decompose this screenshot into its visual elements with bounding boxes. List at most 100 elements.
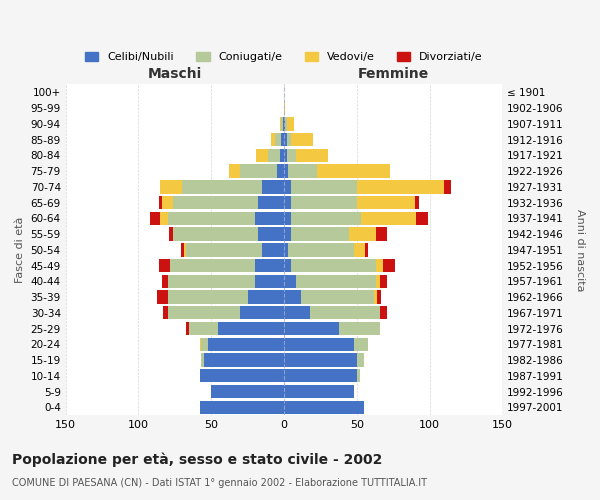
Bar xyxy=(291,212,361,225)
Bar xyxy=(268,148,280,162)
Bar xyxy=(181,243,184,256)
Bar xyxy=(167,306,241,320)
Bar xyxy=(167,274,255,288)
Bar xyxy=(380,306,388,320)
Bar xyxy=(229,164,241,178)
Bar xyxy=(173,196,258,209)
Bar xyxy=(444,180,451,194)
Bar xyxy=(255,274,284,288)
Bar xyxy=(201,354,204,366)
Bar xyxy=(200,338,201,351)
Bar xyxy=(357,180,444,194)
Bar xyxy=(357,354,364,366)
Bar xyxy=(291,133,313,146)
Bar xyxy=(187,322,190,335)
Bar xyxy=(284,133,287,146)
Bar xyxy=(376,274,380,288)
Bar xyxy=(284,243,289,256)
Bar xyxy=(255,259,284,272)
Bar xyxy=(187,243,262,256)
Bar xyxy=(284,259,291,272)
Bar xyxy=(357,196,415,209)
Bar xyxy=(283,117,284,130)
Bar xyxy=(284,354,357,366)
Bar xyxy=(284,228,291,241)
Bar xyxy=(415,196,419,209)
Bar xyxy=(284,290,301,304)
Bar xyxy=(170,259,255,272)
Bar xyxy=(284,400,364,414)
Bar xyxy=(296,274,376,288)
Bar xyxy=(159,259,170,272)
Bar xyxy=(284,322,339,335)
Bar xyxy=(160,180,182,194)
Bar xyxy=(163,306,167,320)
Bar xyxy=(354,338,368,351)
Bar xyxy=(284,196,291,209)
Bar xyxy=(287,117,294,130)
Bar xyxy=(416,212,428,225)
Bar xyxy=(287,133,291,146)
Bar xyxy=(284,274,296,288)
Bar xyxy=(200,369,284,382)
Bar xyxy=(284,164,289,178)
Bar xyxy=(248,290,284,304)
Bar xyxy=(173,228,258,241)
Bar xyxy=(258,196,284,209)
Bar xyxy=(150,212,160,225)
Bar xyxy=(284,180,291,194)
Bar xyxy=(256,148,268,162)
Bar xyxy=(204,354,284,366)
Bar xyxy=(159,196,162,209)
Bar xyxy=(284,385,354,398)
Bar xyxy=(201,338,208,351)
Bar xyxy=(376,228,388,241)
Bar xyxy=(190,322,218,335)
Bar xyxy=(167,212,255,225)
Bar xyxy=(277,164,284,178)
Bar xyxy=(284,117,286,130)
Bar xyxy=(284,212,291,225)
Bar xyxy=(284,369,357,382)
Bar xyxy=(280,117,281,130)
Bar xyxy=(157,290,167,304)
Bar xyxy=(380,274,388,288)
Bar xyxy=(291,259,376,272)
Bar xyxy=(211,385,284,398)
Bar xyxy=(262,243,284,256)
Bar xyxy=(361,212,416,225)
Legend: Celibi/Nubili, Coniugati/e, Vedovi/e, Divorziati/e: Celibi/Nubili, Coniugati/e, Vedovi/e, Di… xyxy=(80,47,487,66)
Bar xyxy=(241,164,277,178)
Bar xyxy=(280,148,284,162)
Text: Popolazione per età, sesso e stato civile - 2002: Popolazione per età, sesso e stato civil… xyxy=(12,452,382,467)
Y-axis label: Fasce di età: Fasce di età xyxy=(15,216,25,283)
Bar xyxy=(317,164,390,178)
Bar xyxy=(255,212,284,225)
Bar xyxy=(291,196,357,209)
Bar xyxy=(310,306,380,320)
Bar xyxy=(286,117,287,130)
Bar xyxy=(162,196,173,209)
Bar xyxy=(281,117,283,130)
Bar xyxy=(289,164,317,178)
Bar xyxy=(291,228,349,241)
Bar xyxy=(301,290,374,304)
Bar xyxy=(271,133,275,146)
Bar xyxy=(162,274,167,288)
Bar xyxy=(167,290,248,304)
Bar xyxy=(169,228,173,241)
Bar xyxy=(284,102,286,115)
Bar xyxy=(374,290,377,304)
Bar xyxy=(291,180,357,194)
Bar xyxy=(258,228,284,241)
Text: Maschi: Maschi xyxy=(148,67,202,81)
Y-axis label: Anni di nascita: Anni di nascita xyxy=(575,208,585,291)
Bar xyxy=(354,243,365,256)
Bar xyxy=(287,148,296,162)
Bar xyxy=(200,400,284,414)
Bar xyxy=(289,243,354,256)
Bar xyxy=(339,322,380,335)
Bar xyxy=(296,148,328,162)
Bar xyxy=(284,338,354,351)
Bar xyxy=(208,338,284,351)
